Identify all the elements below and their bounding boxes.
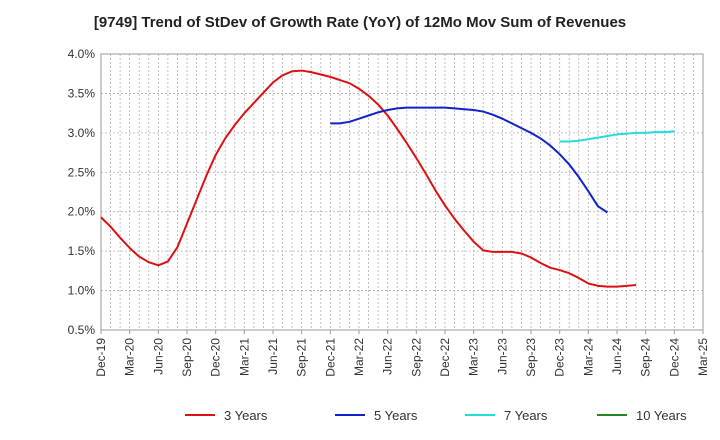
x-tick-label: Dec-21 <box>323 338 337 377</box>
x-tick-label: Sep-23 <box>524 338 538 377</box>
y-tick-label: 0.5% <box>68 323 96 337</box>
y-tick-label: 3.5% <box>68 86 96 100</box>
x-tick-label: Sep-22 <box>409 338 423 377</box>
series-line-3-years <box>100 69 637 288</box>
series-line-5-years <box>330 106 608 214</box>
x-tick-label: Sep-21 <box>295 338 309 377</box>
x-tick-label: Dec-19 <box>94 338 108 377</box>
series-layer <box>100 69 675 288</box>
legend-label-7-years: 7 Years <box>504 408 548 423</box>
y-tick-label: 1.5% <box>68 244 96 258</box>
x-tick-label: Dec-24 <box>667 338 681 377</box>
y-tick-label: 1.0% <box>68 284 96 298</box>
x-tick-label: Mar-25 <box>696 338 710 376</box>
y-tick-label: 2.0% <box>68 205 96 219</box>
x-tick-label: Jun-22 <box>381 338 395 375</box>
x-tick-label: Jun-21 <box>266 338 280 375</box>
x-tick-label: Mar-21 <box>237 338 251 376</box>
x-tick-label: Dec-22 <box>438 338 452 377</box>
x-tick-label: Dec-20 <box>209 338 223 377</box>
x-tick-label: Mar-24 <box>581 338 595 376</box>
y-tick-label: 4.0% <box>68 47 96 61</box>
x-tick-label: Jun-23 <box>495 338 509 375</box>
y-tick-label: 2.5% <box>68 165 96 179</box>
x-tick-label: Mar-20 <box>123 338 137 376</box>
x-tick-label: Mar-22 <box>352 338 366 376</box>
series-line-7-years <box>559 130 675 143</box>
x-tick-label: Jun-20 <box>151 338 165 375</box>
plot-area <box>100 53 704 331</box>
x-tick-label: Jun-24 <box>610 338 624 375</box>
grid-layer <box>100 53 704 331</box>
x-tick-label: Sep-24 <box>639 338 653 377</box>
x-tick-label: Sep-20 <box>180 338 194 377</box>
x-tick-label: Mar-23 <box>467 338 481 376</box>
y-tick-label: 3.0% <box>68 126 96 140</box>
axis-layer: 0.5% 1.0% 1.5% 2.0% 2.5% 3.0% 3.5% 4.0% Dec-19 Ma… <box>68 47 710 377</box>
legend: 3 Years 5 Years 7 Years 10 Years <box>185 408 687 423</box>
chart-title: [9749] Trend of StDev of Growth Rate (Yo… <box>93 14 627 31</box>
legend-label-3-years: 3 Years <box>224 408 268 423</box>
legend-label-10-years: 10 Years <box>636 408 687 423</box>
legend-label-5-years: 5 Years <box>374 408 418 423</box>
x-tick-label: Dec-23 <box>553 338 567 377</box>
